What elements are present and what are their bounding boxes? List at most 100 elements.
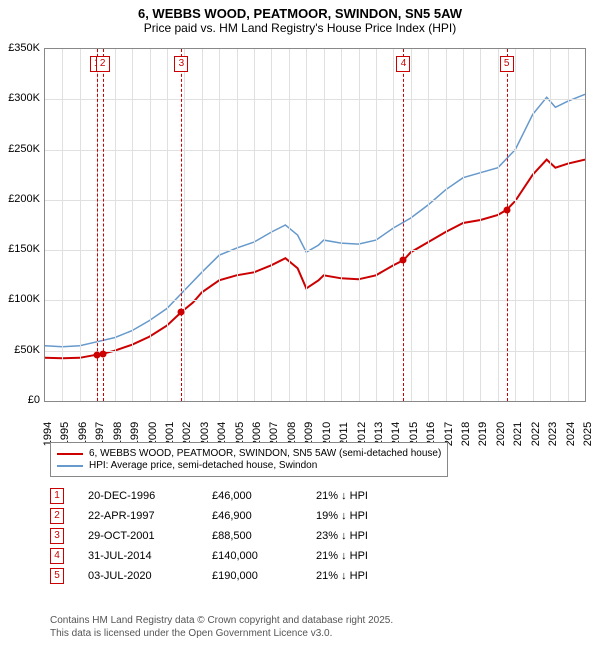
legend-row: HPI: Average price, semi-detached house,… <box>57 460 441 471</box>
sales-row: 1 20-DEC-1996 £46,000 21% ↓ HPI <box>50 488 406 504</box>
xtick-label: 2021 <box>512 422 524 446</box>
chart-plot-area: 12345 <box>44 48 586 402</box>
sale-marker-dot <box>503 206 510 213</box>
xtick-label: 2019 <box>477 422 489 446</box>
legend-label: 6, WEBBS WOOD, PEATMOOR, SWINDON, SN5 5A… <box>89 448 441 459</box>
gridline-v <box>376 49 377 401</box>
gridline-v <box>498 49 499 401</box>
gridline-v <box>515 49 516 401</box>
sale-marker-line <box>507 49 508 401</box>
footer-line2: This data is licensed under the Open Gov… <box>50 627 393 640</box>
sale-marker-line <box>403 49 404 401</box>
sales-diff: 21% ↓ HPI <box>316 570 406 582</box>
sales-date: 03-JUL-2020 <box>88 570 188 582</box>
gridline-v <box>411 49 412 401</box>
sale-marker-line <box>97 49 98 401</box>
gridline-h <box>45 99 585 100</box>
gridline-v <box>306 49 307 401</box>
gridline-v <box>568 49 569 401</box>
gridline-h <box>45 200 585 201</box>
sales-row: 5 03-JUL-2020 £190,000 21% ↓ HPI <box>50 568 406 584</box>
sales-price: £190,000 <box>212 570 292 582</box>
gridline-v <box>184 49 185 401</box>
gridline-v <box>62 49 63 401</box>
gridline-v <box>533 49 534 401</box>
sale-marker-line <box>181 49 182 401</box>
gridline-v <box>115 49 116 401</box>
xtick-label: 2025 <box>582 422 594 446</box>
ytick-label: £200K <box>0 193 40 205</box>
gridline-v <box>341 49 342 401</box>
xtick-label: 2023 <box>547 422 559 446</box>
legend: 6, WEBBS WOOD, PEATMOOR, SWINDON, SN5 5A… <box>50 442 448 477</box>
title-line1: 6, WEBBS WOOD, PEATMOOR, SWINDON, SN5 5A… <box>0 6 600 21</box>
gridline-h <box>45 150 585 151</box>
sales-date: 31-JUL-2014 <box>88 550 188 562</box>
gridline-v <box>219 49 220 401</box>
sales-num: 4 <box>50 548 64 564</box>
sale-marker-box: 3 <box>174 56 188 72</box>
gridline-v <box>202 49 203 401</box>
xtick-label: 2020 <box>495 422 507 446</box>
ytick-label: £250K <box>0 143 40 155</box>
series-hpi <box>45 94 585 346</box>
legend-label: HPI: Average price, semi-detached house,… <box>89 460 317 471</box>
sales-num: 2 <box>50 508 64 524</box>
series-property <box>45 160 585 359</box>
sales-date: 22-APR-1997 <box>88 510 188 522</box>
gridline-h <box>45 250 585 251</box>
gridline-h <box>45 351 585 352</box>
sale-marker-dot <box>99 350 106 357</box>
sales-price: £46,000 <box>212 490 292 502</box>
sales-price: £88,500 <box>212 530 292 542</box>
gridline-v <box>463 49 464 401</box>
legend-swatch <box>57 453 83 455</box>
sale-marker-box: 4 <box>396 56 410 72</box>
sales-date: 29-OCT-2001 <box>88 530 188 542</box>
sale-marker-box: 5 <box>500 56 514 72</box>
footer-attribution: Contains HM Land Registry data © Crown c… <box>50 614 393 640</box>
gridline-v <box>324 49 325 401</box>
gridline-v <box>150 49 151 401</box>
sales-date: 20-DEC-1996 <box>88 490 188 502</box>
gridline-v <box>132 49 133 401</box>
sales-num: 1 <box>50 488 64 504</box>
gridline-v <box>254 49 255 401</box>
sales-diff: 21% ↓ HPI <box>316 550 406 562</box>
gridline-v <box>271 49 272 401</box>
ytick-label: £350K <box>0 42 40 54</box>
legend-swatch <box>57 465 83 467</box>
sale-marker-box: 2 <box>96 56 110 72</box>
ytick-label: £150K <box>0 243 40 255</box>
sales-price: £140,000 <box>212 550 292 562</box>
gridline-v <box>480 49 481 401</box>
chart-lines <box>45 49 585 401</box>
gridline-v <box>289 49 290 401</box>
sales-row: 4 31-JUL-2014 £140,000 21% ↓ HPI <box>50 548 406 564</box>
gridline-v <box>80 49 81 401</box>
sales-num: 3 <box>50 528 64 544</box>
sale-marker-dot <box>178 308 185 315</box>
gridline-v <box>428 49 429 401</box>
gridline-v <box>446 49 447 401</box>
sales-diff: 23% ↓ HPI <box>316 530 406 542</box>
sales-row: 2 22-APR-1997 £46,900 19% ↓ HPI <box>50 508 406 524</box>
sales-row: 3 29-OCT-2001 £88,500 23% ↓ HPI <box>50 528 406 544</box>
sale-marker-dot <box>400 257 407 264</box>
legend-row: 6, WEBBS WOOD, PEATMOOR, SWINDON, SN5 5A… <box>57 448 441 459</box>
ytick-label: £50K <box>0 344 40 356</box>
sales-diff: 19% ↓ HPI <box>316 510 406 522</box>
xtick-label: 2024 <box>565 422 577 446</box>
title-line2: Price paid vs. HM Land Registry's House … <box>0 21 600 35</box>
sales-diff: 21% ↓ HPI <box>316 490 406 502</box>
ytick-label: £100K <box>0 293 40 305</box>
sale-marker-line <box>103 49 104 401</box>
gridline-h <box>45 300 585 301</box>
sales-num: 5 <box>50 568 64 584</box>
xtick-label: 2018 <box>460 422 472 446</box>
gridline-v <box>237 49 238 401</box>
ytick-label: £300K <box>0 92 40 104</box>
sales-table: 1 20-DEC-1996 £46,000 21% ↓ HPI 2 22-APR-1997… <box>50 484 406 588</box>
footer-line1: Contains HM Land Registry data © Crown c… <box>50 614 393 627</box>
sales-price: £46,900 <box>212 510 292 522</box>
